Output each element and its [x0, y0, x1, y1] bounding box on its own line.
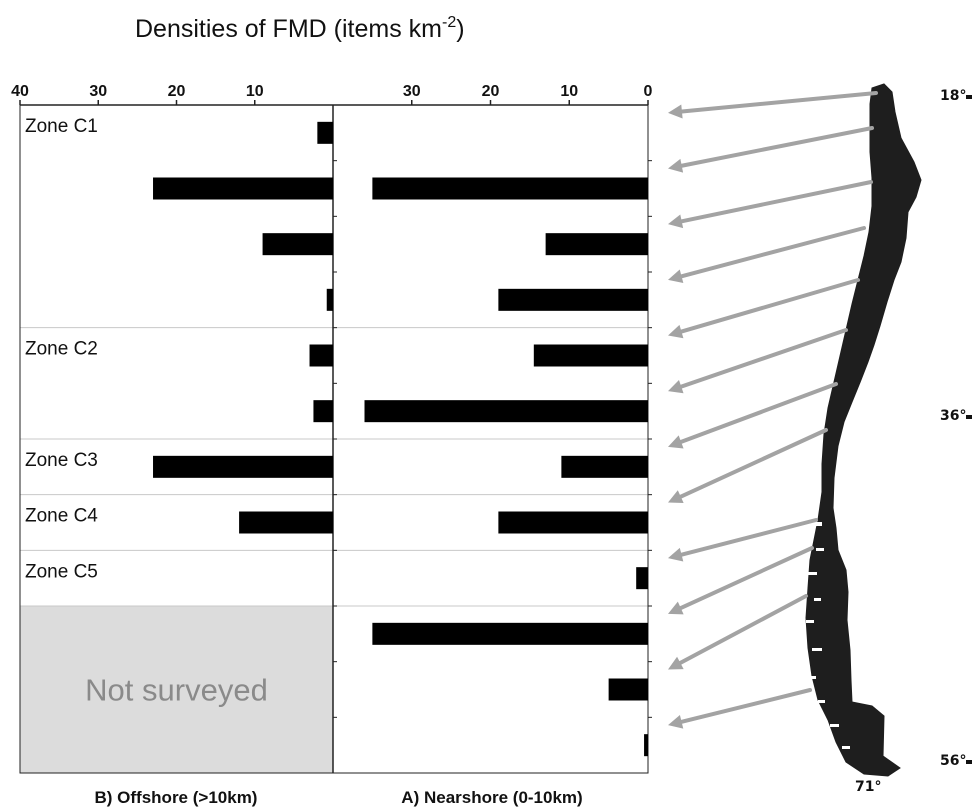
fjord-cutout — [808, 572, 817, 575]
latitude-label-18: 18° — [940, 88, 966, 104]
region-arrow — [679, 180, 873, 224]
region-arrowhead — [668, 715, 684, 729]
fjord-cutout — [816, 548, 824, 551]
region-arrow — [678, 594, 808, 665]
zone-label: Zone C2 — [25, 339, 98, 360]
region-arrow — [679, 328, 848, 389]
fjord-cutout — [808, 676, 816, 679]
chart-title-suffix: ) — [456, 15, 464, 43]
latitude-tick — [966, 415, 972, 419]
region-arrowhead — [668, 490, 684, 504]
region-arrow — [679, 688, 812, 724]
fjord-cutout — [812, 648, 822, 651]
zone-label: Zone C1 — [25, 116, 98, 137]
region-arrow — [678, 546, 814, 611]
latitude-tick — [966, 760, 972, 764]
zone-label: Zone C3 — [25, 450, 98, 471]
tick-label: 30 — [403, 83, 421, 100]
latitude-label-56: 56° — [940, 753, 966, 769]
bar — [239, 511, 333, 534]
bar — [372, 622, 648, 645]
latitude-label-36: 36° — [940, 408, 966, 424]
bar — [644, 734, 648, 757]
region-arrowhead — [668, 656, 684, 670]
region-arrow — [679, 226, 866, 279]
bar — [372, 177, 648, 200]
region-arrow — [679, 278, 860, 334]
panel-label-offshore: B) Offshore (>10km) — [95, 788, 258, 807]
region-arrowhead — [668, 324, 684, 339]
longitude-label-71: 71° — [855, 779, 881, 795]
bar — [364, 400, 648, 423]
bar — [262, 233, 333, 256]
bar — [498, 288, 648, 311]
fjord-cutout — [842, 746, 850, 749]
bar — [153, 455, 333, 478]
region-arrowhead — [668, 214, 684, 229]
plot-area: Not surveyed Zone C1 Zone C2 Zone C3 Zone C4… — [11, 83, 653, 774]
region-arrow — [679, 382, 838, 444]
bar — [608, 678, 648, 701]
tick-label: 20 — [482, 83, 500, 100]
tick-label: 40 — [11, 83, 29, 100]
bar — [533, 344, 648, 367]
region-arrow — [679, 518, 818, 557]
not-surveyed-label: Not surveyed — [85, 673, 268, 708]
tick-label: 10 — [560, 83, 578, 100]
fjord-cutout — [818, 700, 825, 703]
fjord-cutout — [830, 724, 839, 727]
bar — [313, 400, 333, 423]
region-arrowhead — [668, 435, 684, 449]
chile-map — [668, 83, 972, 777]
chart-title-superscript: -2 — [442, 14, 456, 31]
region-arrowhead — [668, 104, 683, 119]
region-arrowhead — [668, 269, 684, 284]
region-arrow — [679, 126, 874, 168]
chart-title-main: Densities of FMD (items km — [135, 15, 442, 43]
region-arrowhead — [668, 158, 684, 173]
fjord-cutout — [812, 522, 822, 526]
fjord-cutout — [814, 598, 821, 601]
not-surveyed-area — [20, 606, 333, 773]
zone-label: Zone C5 — [25, 561, 98, 582]
zone-label: Zone C4 — [25, 506, 98, 527]
bar — [309, 344, 333, 367]
tick-label: 20 — [168, 83, 186, 100]
region-arrowhead — [668, 379, 684, 394]
region-arrow — [678, 428, 828, 499]
bar — [153, 177, 333, 200]
tick-label: 30 — [89, 83, 107, 100]
latitude-tick — [966, 95, 972, 99]
bar — [317, 121, 333, 144]
bar — [545, 233, 648, 256]
chile-mainland-silhouette — [805, 83, 922, 777]
bar — [326, 288, 333, 311]
tick-label: 0 — [644, 83, 653, 100]
chart-title: Densities of FMD (items km-2) — [135, 14, 465, 43]
panel-label-nearshore: A) Nearshore (0-10km) — [401, 788, 582, 807]
region-arrowhead — [668, 601, 684, 615]
tick-label: 10 — [246, 83, 264, 100]
region-arrowhead — [668, 547, 684, 562]
bar — [498, 511, 648, 534]
region-arrow — [679, 91, 878, 114]
fjord-cutout — [806, 620, 814, 623]
bar — [561, 455, 648, 478]
bar — [636, 567, 648, 590]
